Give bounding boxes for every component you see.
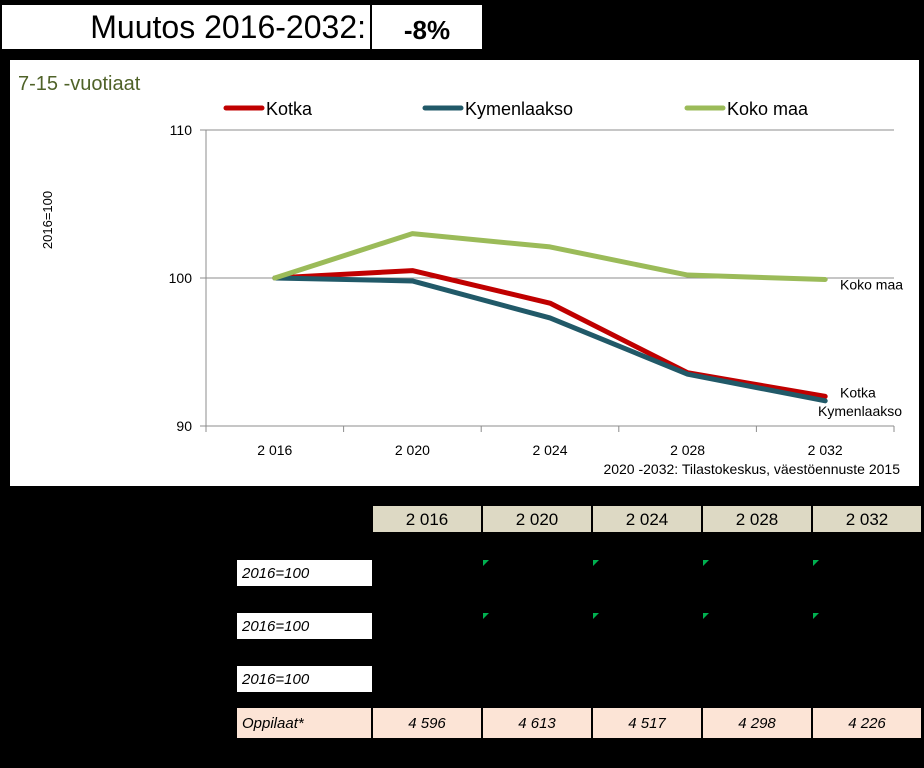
x-tick-label: 2 032 (808, 442, 843, 458)
series-end-label: Koko maa (840, 276, 903, 292)
cell-marker (813, 560, 819, 566)
y-axis-label: 2016=100 (40, 191, 55, 249)
y-tick-label: 110 (170, 122, 193, 138)
pupils-value: 4 613 (483, 708, 591, 738)
year-header: 2 028 (703, 506, 811, 532)
series-end-label: Kymenlaakso (818, 403, 902, 419)
legend-entry: Kymenlaakso (465, 99, 573, 119)
line-chart: 7-15 -vuotiaat 2016=100 90 100 110 2 016 2 020… (18, 73, 903, 477)
cell-marker (483, 560, 489, 566)
x-tick-label: 2 028 (670, 442, 705, 458)
pupils-value: 4 226 (813, 708, 921, 738)
year-header: 2 020 (483, 506, 591, 532)
cell-marker (703, 613, 709, 619)
change-value: -8% (372, 5, 482, 49)
pupils-label: Oppilaat* (237, 708, 371, 738)
cell-marker (483, 613, 489, 619)
cell-marker (593, 560, 599, 566)
x-tick-label: 2 020 (395, 442, 430, 458)
year-header: 2 016 (373, 506, 481, 532)
series-end-label: Kotka (840, 384, 876, 400)
cell-marker (703, 560, 709, 566)
pupils-value: 4 517 (593, 708, 701, 738)
row-label-koko-maa-index: 2016=100 (237, 666, 372, 692)
legend-entry: Kotka (266, 99, 313, 119)
y-tick-label: 100 (169, 270, 193, 286)
chart-area: 7-15 -vuotiaat 2016=100 90 100 110 2 016 2 020… (10, 60, 919, 486)
cell-marker (593, 613, 599, 619)
y-tick-label: 90 (176, 418, 192, 434)
pupils-value: 4 298 (703, 708, 811, 738)
source-note: 2020 -2032: Tilastokeskus, väestöennuste… (603, 461, 900, 477)
pupils-value: 4 596 (373, 708, 481, 738)
series-line-koko-maa (272, 231, 828, 282)
series-line-kotka (272, 268, 828, 399)
row-label-kotka-index: 2016=100 (237, 560, 372, 586)
year-header: 2 024 (593, 506, 701, 532)
x-tick-label: 2 016 (257, 442, 292, 458)
series-line-kymenlaakso (272, 275, 828, 404)
change-title: Muutos 2016-2032: (2, 5, 370, 49)
legend-entry: Koko maa (727, 99, 809, 119)
year-header: 2 032 (813, 506, 921, 532)
cell-marker (813, 613, 819, 619)
chart-title: 7-15 -vuotiaat (18, 73, 141, 95)
row-label-kymenlaakso-index: 2016=100 (237, 613, 372, 639)
x-tick-label: 2 024 (532, 442, 567, 458)
